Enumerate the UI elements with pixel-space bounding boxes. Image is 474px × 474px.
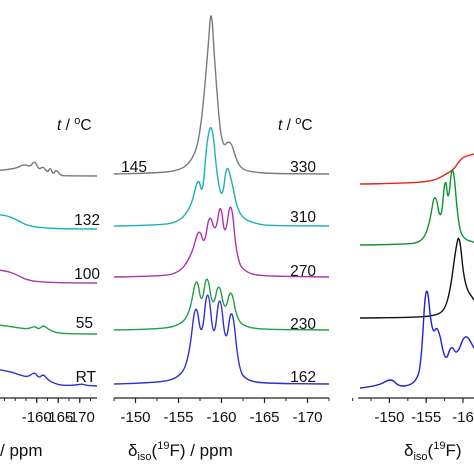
spectrum-line <box>359 237 474 319</box>
x-tick-label: -16 <box>452 409 474 426</box>
spectrum-line <box>0 161 98 177</box>
x-tick-label: -155 <box>411 409 441 426</box>
x-tick-label: -150 <box>374 409 404 426</box>
spectrum-line <box>0 324 98 335</box>
x-tick-label: -150 <box>120 409 150 426</box>
x-tick-label: -170 <box>292 409 322 426</box>
series-label: 270 <box>290 263 316 280</box>
panel-right: -150 -155 -16 δiso(19F) <box>352 153 474 463</box>
spectrum-line <box>359 290 474 389</box>
series-label: 230 <box>290 316 316 333</box>
spectrum-line <box>0 369 98 387</box>
panel-left: -160-165-170 / ppm t / oC 145 132 100 55 RT <box>0 115 147 460</box>
temperature-header: t / oC <box>278 115 313 134</box>
panel-middle: -150 -155 -160 -165 -170 δiso(19F) / ppm t / o… <box>113 15 330 463</box>
spectrum-line <box>0 269 98 284</box>
spectrum-line <box>0 214 98 230</box>
series-label: 132 <box>74 212 100 229</box>
x-tick-label: -170 <box>65 409 95 426</box>
x-tick-label: -160 <box>206 409 236 426</box>
spectrum-line <box>113 206 330 278</box>
x-tick-label: -165 <box>43 409 73 426</box>
spectrum-line <box>359 153 474 185</box>
series-label: 100 <box>74 266 100 283</box>
series-label: 55 <box>76 315 93 332</box>
series-label: 162 <box>290 369 316 386</box>
spectrum-line <box>113 126 330 227</box>
temperature-header: t / oC <box>57 115 92 134</box>
series-label: RT <box>76 369 97 386</box>
series-label: 310 <box>290 209 316 226</box>
x-tick-label: -165 <box>249 409 279 426</box>
series-label: 330 <box>290 159 316 176</box>
spectrum-line <box>113 278 330 331</box>
spectrum-line <box>113 294 330 385</box>
x-axis-title: δiso(19F) <box>404 440 462 463</box>
x-tick-label: -160 <box>22 409 52 426</box>
spectrum-line <box>113 15 330 175</box>
series-label: 145 <box>121 159 147 176</box>
x-axis-title: / ppm <box>0 441 43 460</box>
x-axis-title: δiso(19F) / ppm <box>128 440 233 463</box>
spectrum-line <box>359 169 474 246</box>
x-tick-label: -155 <box>163 409 193 426</box>
